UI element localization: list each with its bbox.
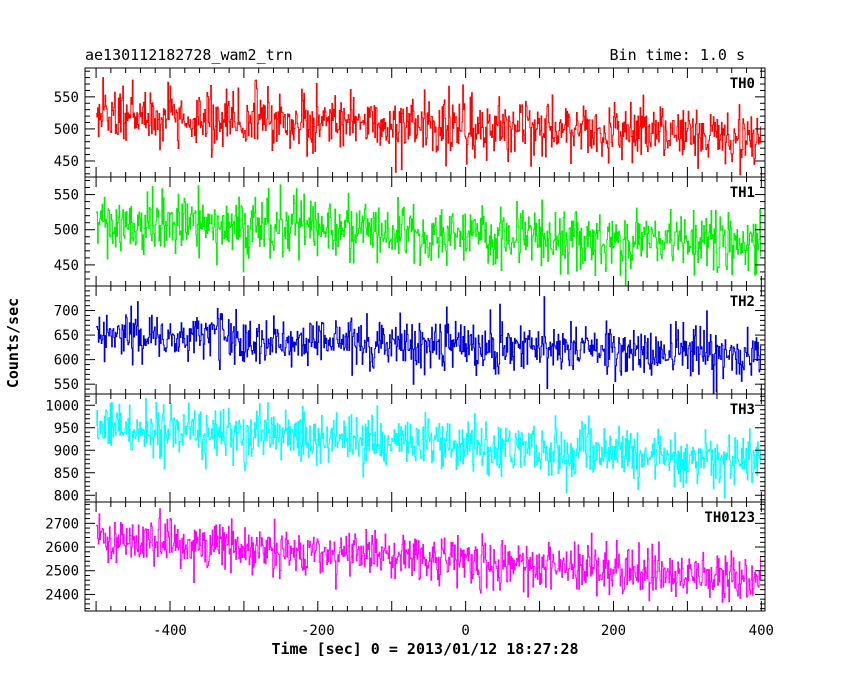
panel-label-th0123: TH0123 [704, 510, 755, 526]
y-tick-label: 450 [54, 154, 79, 170]
y-tick-label: 2500 [45, 564, 79, 580]
x-axis: -400 -200 0 200 400 [153, 623, 774, 639]
panel-th2: 550 600 650 700 TH2 [54, 285, 766, 395]
x-axis-label: Time [sec] 0 = 2013/01/12 18:27:28 [271, 640, 578, 658]
y-tick-label: 2400 [45, 587, 79, 603]
y-tick-label: 2600 [45, 540, 79, 556]
y-tick-label: 800 [54, 488, 79, 504]
y-tick-label: 650 [54, 328, 79, 344]
x-tick-label: 400 [749, 623, 774, 639]
panel-th1: 450 500 550 TH1 [54, 176, 766, 287]
series-line-th0123 [96, 508, 762, 603]
y-tick-label: 450 [54, 258, 79, 274]
y-tick-label: 2700 [45, 516, 79, 532]
panels-group: 450 500 550 TH0 450 500 550 TH1 550 600 650 700 TH2 8… [45, 67, 766, 612]
panel-label-th2: TH2 [730, 294, 755, 310]
y-tick-label: 900 [54, 443, 79, 459]
y-axis-label: Counts/sec [4, 298, 22, 388]
y-tick-label: 950 [54, 421, 79, 437]
panel-label-th3: TH3 [730, 402, 755, 418]
series-line-th2 [96, 296, 762, 394]
y-tick-label: 1000 [45, 398, 79, 414]
y-tick-label: 500 [54, 122, 79, 138]
y-tick-label: 500 [54, 223, 79, 239]
panel-label-th1: TH1 [730, 185, 755, 201]
x-tick-label: 200 [601, 623, 626, 639]
x-tick-label: -400 [153, 623, 187, 639]
x-tick-label: -200 [301, 623, 335, 639]
y-tick-label: 550 [54, 90, 79, 106]
y-tick-label: 550 [54, 377, 79, 393]
series-line-th0 [96, 77, 762, 176]
y-tick-label: 600 [54, 353, 79, 369]
y-tick-label: 550 [54, 188, 79, 204]
panel-th0123: 2400 2500 2600 2700 TH0123 [45, 501, 766, 612]
panel-th0: 450 500 550 TH0 [54, 67, 766, 178]
chart-title-left: ae130112182728_wam2_trn [85, 46, 293, 64]
series-line-th3 [96, 398, 762, 499]
y-tick-label: 850 [54, 466, 79, 482]
y-tick-label: 700 [54, 304, 79, 320]
panel-label-th0: TH0 [730, 76, 755, 92]
x-tick-label: 0 [461, 623, 469, 639]
series-line-th1 [96, 184, 762, 286]
chart-title-right: Bin time: 1.0 s [610, 46, 745, 64]
panel-frame [84, 393, 766, 503]
panel-th3: 800 850 900 950 1000 TH3 [45, 393, 766, 504]
